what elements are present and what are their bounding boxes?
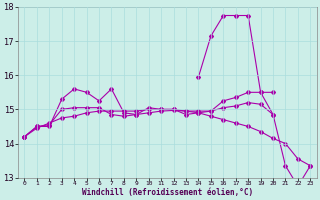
X-axis label: Windchill (Refroidissement éolien,°C): Windchill (Refroidissement éolien,°C) [82, 188, 253, 197]
